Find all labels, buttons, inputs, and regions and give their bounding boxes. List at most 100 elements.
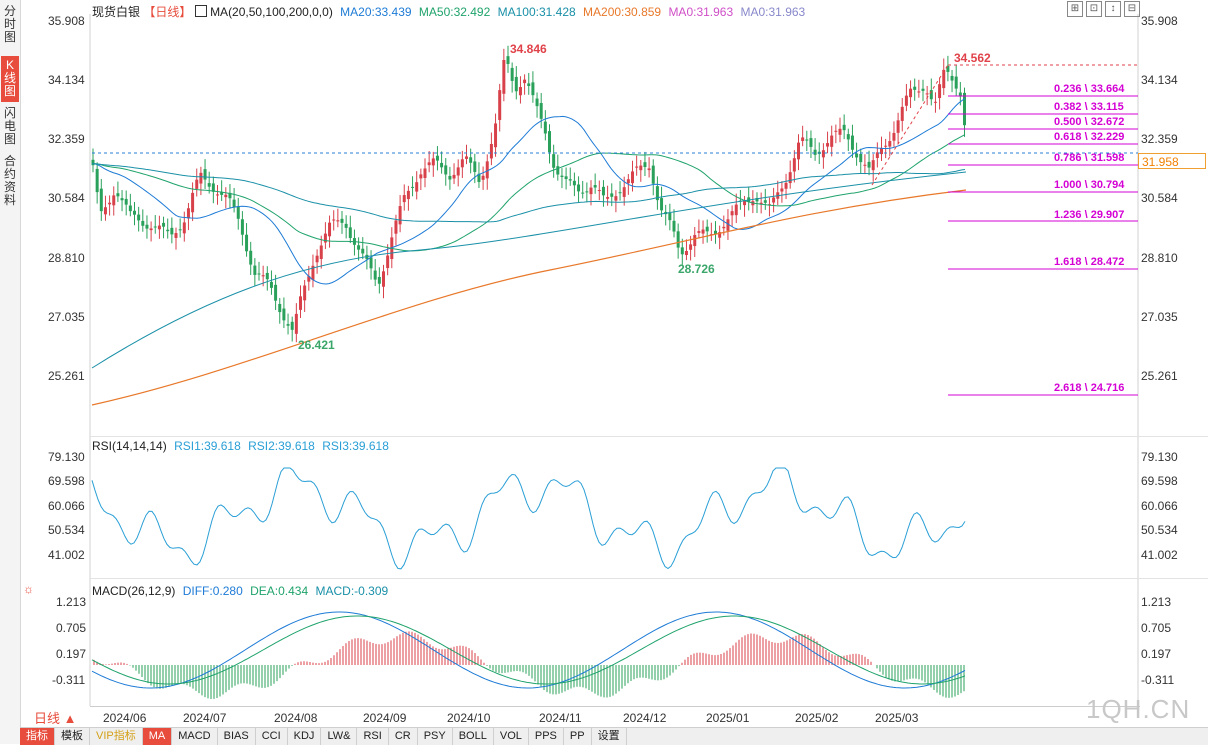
tab-vol[interactable]: VOL [494, 728, 529, 745]
candle-body [726, 219, 730, 231]
grid-icon[interactable]: ⊞ [1067, 1, 1083, 17]
candle-body [921, 88, 925, 91]
candle-body [888, 141, 892, 147]
tab-rsi[interactable]: RSI [357, 728, 389, 745]
candle-body [489, 143, 493, 159]
tab-templates[interactable]: 模板 [55, 728, 90, 745]
date-label: 2024/06 [103, 711, 147, 725]
tab-ma[interactable]: MA [142, 728, 173, 745]
candle-body [207, 183, 211, 187]
candle-body [145, 224, 149, 229]
period-selector[interactable]: 日线 ▲ [22, 710, 88, 728]
candle-body [323, 233, 327, 243]
candle-body [448, 175, 452, 180]
instrument-name: 现货白银 [92, 5, 141, 19]
tab-cci[interactable]: CCI [256, 728, 288, 745]
candle-body [191, 192, 195, 213]
tab-contract-info[interactable]: 合约资料 [3, 154, 16, 207]
candle-body [224, 194, 228, 198]
candle-body [635, 166, 639, 168]
candle-body [954, 76, 958, 89]
candle-body [826, 143, 830, 147]
candle-body [124, 198, 128, 205]
candle-body [307, 276, 311, 282]
candle-body [846, 134, 850, 140]
layout-icon[interactable]: ⊟ [1124, 1, 1140, 17]
high-annotation: 34.846 [510, 42, 547, 56]
tab-lw[interactable]: LW& [321, 728, 358, 745]
candle-body [269, 281, 273, 288]
candle-body [386, 255, 390, 269]
rsi-axis-label: 41.002 [1141, 548, 1178, 562]
diff-line [91, 611, 966, 689]
candle-body [361, 248, 365, 254]
candle-body [581, 192, 585, 194]
tab-pps[interactable]: PPS [529, 728, 564, 745]
macd-axis-label: -0.311 [1141, 673, 1175, 687]
panel-separator [90, 578, 1208, 579]
candle-body [377, 276, 381, 284]
tab-kdj[interactable]: KDJ [288, 728, 322, 745]
candle-body [348, 227, 352, 239]
ma200-value: MA200:30.859 [583, 5, 662, 19]
rsi3-value: RSI3:39.618 [322, 439, 389, 453]
tab-bias[interactable]: BIAS [218, 728, 256, 745]
candle-body [369, 257, 373, 269]
candle-body [182, 222, 186, 234]
candle-body [195, 179, 199, 189]
tab-macd[interactable]: MACD [172, 728, 218, 745]
candle-body [597, 190, 601, 192]
candle-body [465, 156, 468, 159]
date-label: 2025/01 [706, 711, 750, 725]
candle-body [900, 106, 904, 121]
sun-icon[interactable]: ☼ [23, 582, 34, 596]
tab-pp[interactable]: PP [564, 728, 592, 745]
candle-body [772, 197, 776, 203]
fib-label: 2.618 \ 24.716 [1054, 382, 1125, 394]
tab-flash-chart[interactable]: 闪电图 [3, 106, 16, 146]
tab-indicators[interactable]: 指标 [20, 728, 55, 745]
ma20-value: MA20:33.439 [340, 5, 412, 19]
tab-settings[interactable]: 设置 [592, 728, 627, 745]
candle-body [406, 190, 410, 200]
candle-body [610, 193, 614, 197]
macd-value: MACD:-0.309 [315, 584, 389, 598]
tab-boll[interactable]: BOLL [453, 728, 494, 745]
tab-timeshare[interactable]: 分时图 [3, 4, 16, 44]
ma-settings-icon[interactable] [194, 5, 207, 17]
window-icon[interactable]: ⊡ [1086, 1, 1102, 17]
candle-body [91, 159, 95, 166]
tab-cr[interactable]: CR [389, 728, 418, 745]
fib-label: 1.000 \ 30.794 [1054, 179, 1125, 191]
candle-body [340, 218, 344, 223]
date-label: 2024/11 [539, 711, 582, 725]
candle-body [950, 75, 954, 81]
tab-vip-indicators[interactable]: VIP指标 [90, 728, 143, 745]
date-label: 2024/12 [623, 711, 667, 725]
left-price-label: 34.134 [48, 73, 85, 87]
candle-body [394, 220, 398, 234]
tab-psy[interactable]: PSY [418, 728, 453, 745]
ma-label: MA(20,50,100,200,0,0) [210, 5, 333, 19]
expand-icon[interactable]: ↕ [1105, 1, 1121, 17]
candle-body [564, 176, 568, 180]
indicator-bar: 指标 模板 VIP指标 MA MACD BIAS CCI KDJ LW& RSI… [20, 727, 1208, 745]
candle-body [705, 226, 709, 232]
candle-body [431, 158, 435, 166]
rsi-legend: RSI(14,14,14) RSI1:39.618 RSI2:39.618 RS… [92, 439, 389, 453]
right-price-label: 34.134 [1141, 73, 1178, 87]
candle-body [128, 205, 132, 212]
right-price-label: 35.908 [1141, 14, 1178, 28]
diff-value: DIFF:0.280 [182, 584, 243, 598]
ma50-value: MA50:32.492 [418, 5, 491, 19]
panel-separator [90, 436, 1208, 437]
rsi-axis-label: 50.534 [1141, 523, 1178, 537]
candle-body [809, 138, 813, 147]
candle-body [286, 324, 290, 326]
candle-body [456, 167, 460, 176]
macd-axis-label: -0.311 [52, 673, 86, 687]
fib-label: 0.500 \ 32.672 [1054, 116, 1125, 128]
tab-kline[interactable]: K线图 [1, 56, 19, 102]
candle-body [228, 192, 232, 199]
